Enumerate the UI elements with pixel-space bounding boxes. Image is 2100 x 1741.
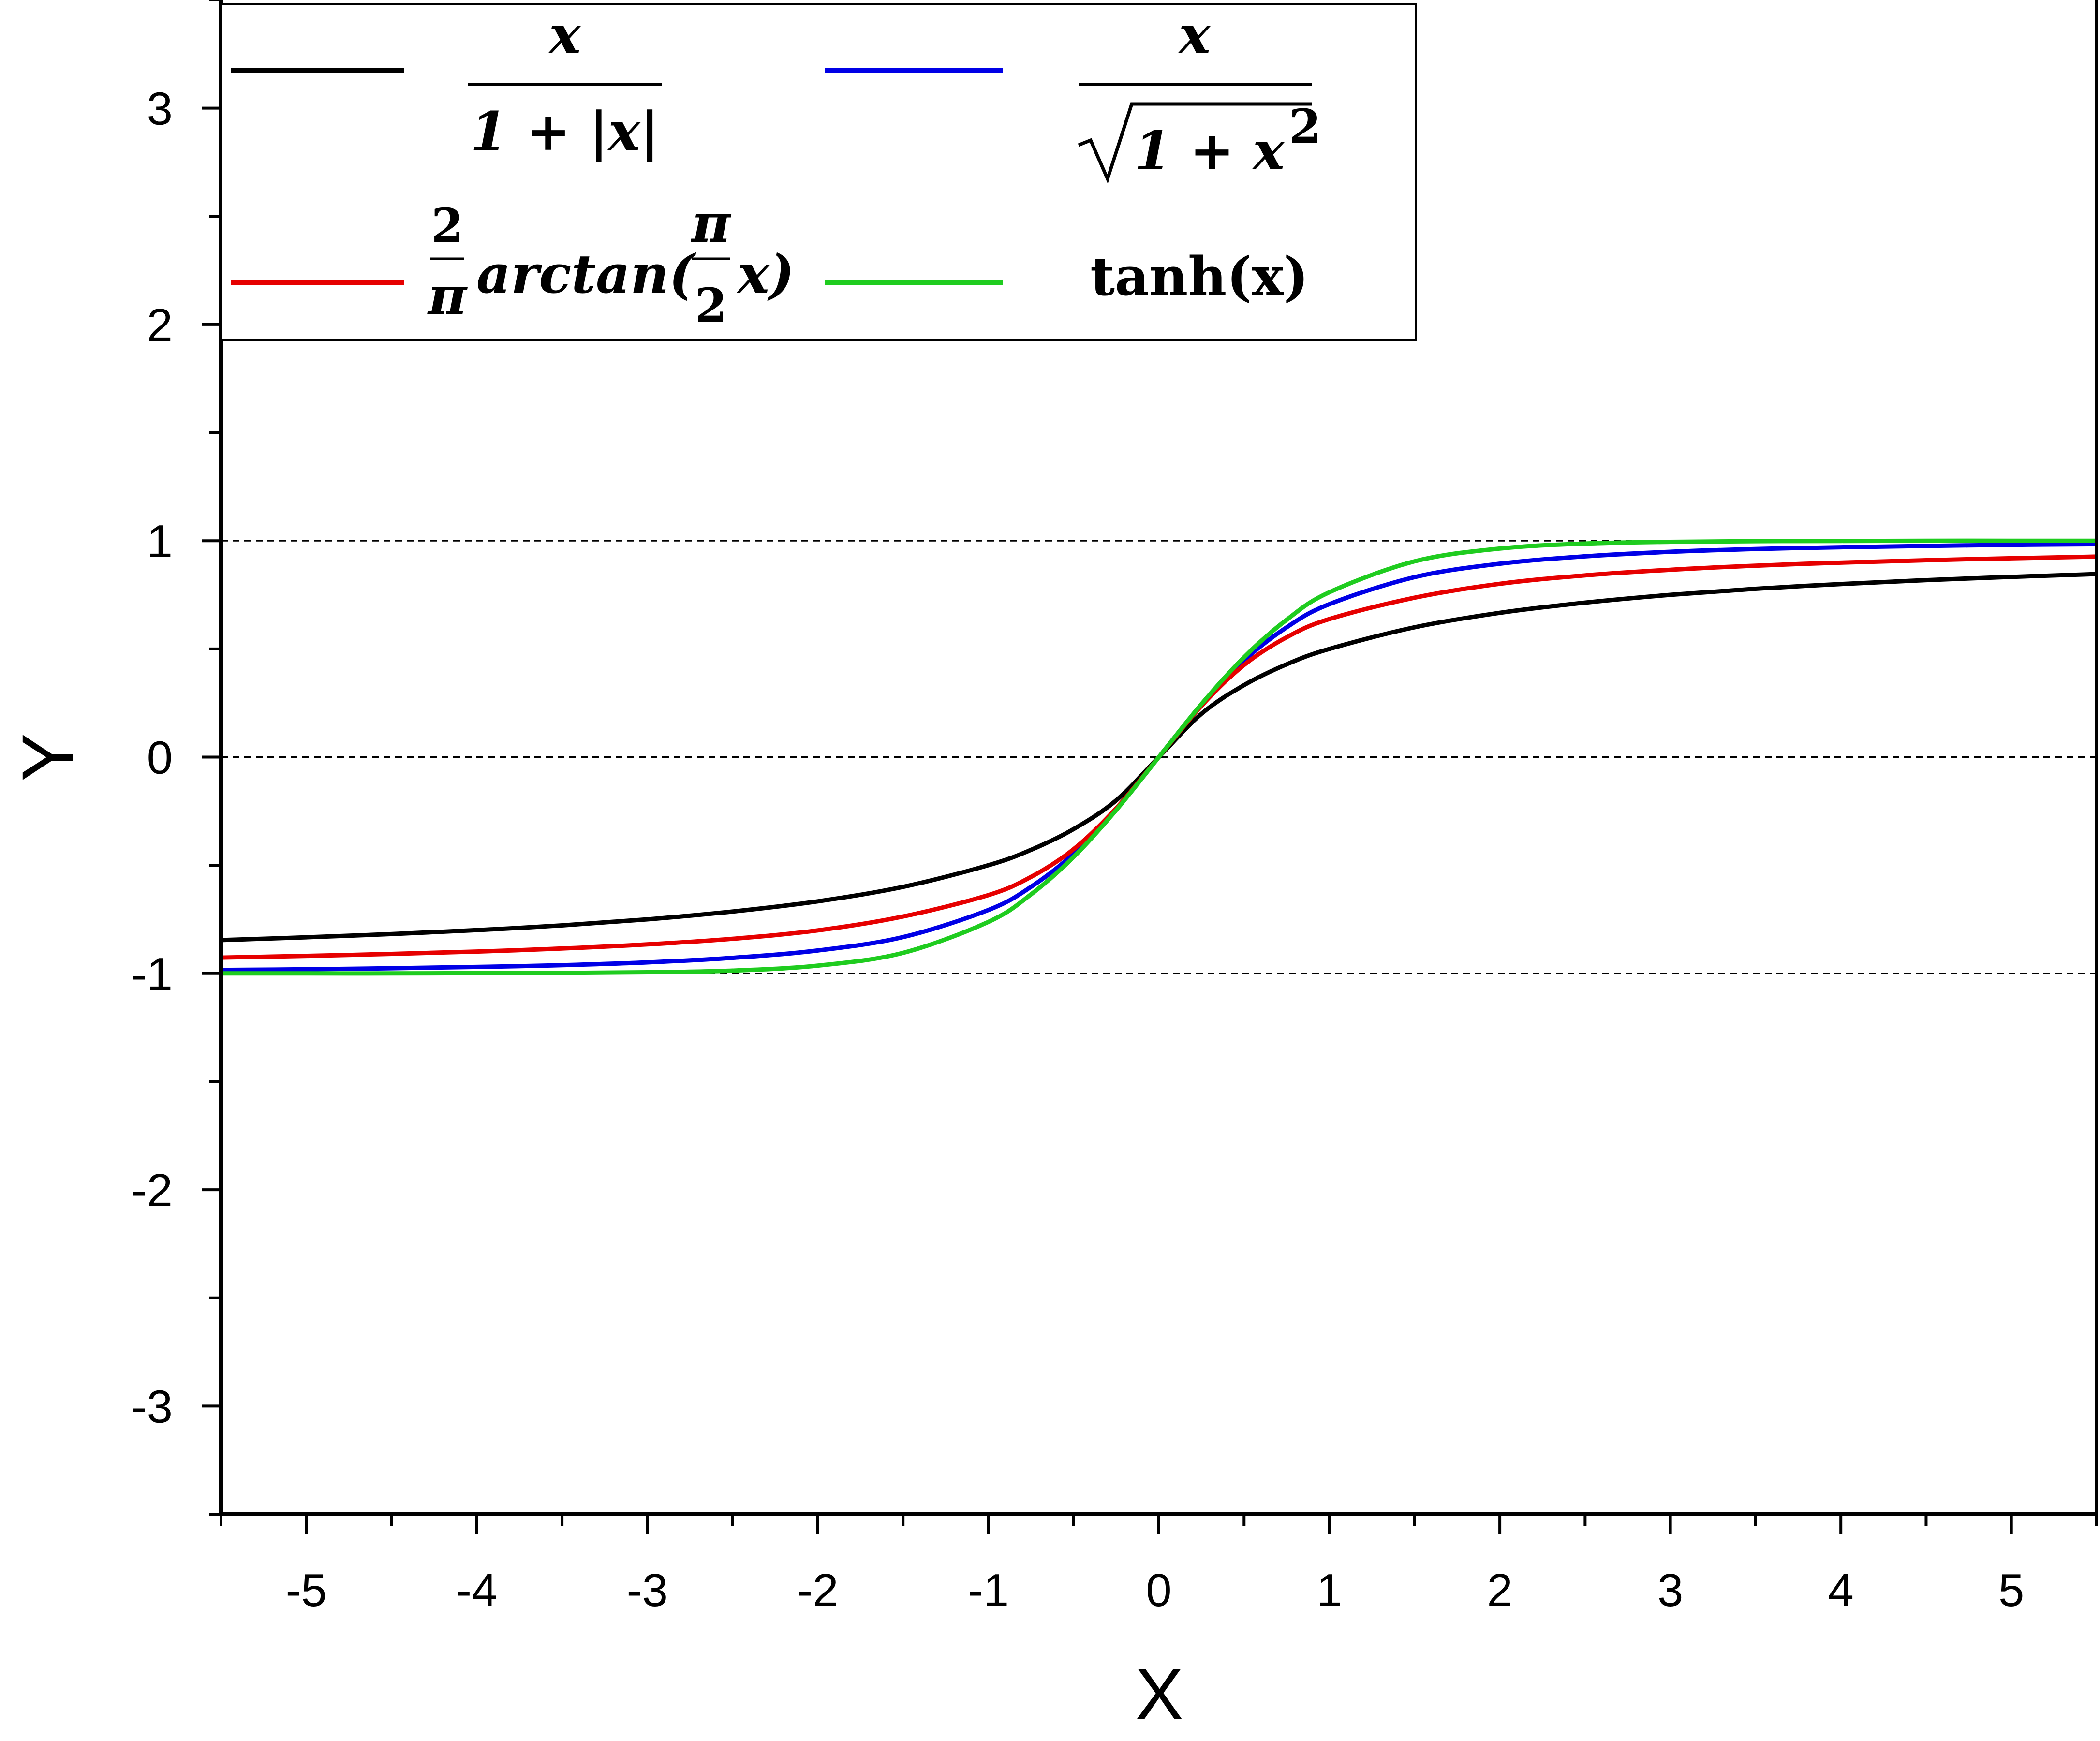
series-lines [221,538,2097,976]
legend-s3-frac1-denominator: π [427,265,468,327]
x-tick-label: -1 [968,1564,1009,1616]
x-tick-label: -2 [797,1564,838,1616]
x-axis-title: X [1135,1653,1183,1735]
legend-s1-numerator: x [548,3,581,66]
legend-s2-sqrt-sign [1078,102,1312,184]
legend-s2-denominator: 1 + x [1134,119,1285,182]
x-tick-label: -3 [627,1564,668,1616]
x-ticks: -5 -4 -3 -2 -1 0 1 2 3 4 5 [220,1514,2098,1616]
y-tick-label: -3 [132,1381,173,1432]
y-tick-label: -1 [132,948,173,1000]
y-tick-label: 0 [147,732,173,784]
x-tick-label: -5 [286,1564,327,1616]
x-tick-label: 1 [1316,1564,1342,1616]
y-tick-label: 2 [147,299,173,351]
legend-s2-superscript: 2 [1289,99,1321,154]
legend-s3-frac2-denominator: 2 [695,278,727,333]
legend-s2-numerator: x [1178,3,1211,66]
legend-s3-frac1-numerator: 2 [431,198,464,253]
legend-box [220,3,1417,341]
y-tick-label: 3 [147,83,173,135]
y-tick-label: 1 [147,516,173,567]
x-tick-label: 4 [1828,1564,1853,1616]
series-line-4 [221,538,2097,976]
legend-s3-mid: arctan( [476,243,696,305]
legend-s1-denominator: 1 + |x| [471,100,660,163]
y-axis-title: Y [7,733,88,782]
legend-s4-label: tanh(x) [1090,245,1309,308]
legend-s3-frac2-numerator: π [691,192,732,254]
x-tick-label: -4 [456,1564,497,1616]
y-ticks: -3 -2 -1 0 1 2 3 [132,0,221,1516]
x-tick-label: 0 [1146,1564,1171,1616]
y-tick-label: -2 [132,1165,173,1216]
x-tick-label: 3 [1657,1564,1683,1616]
legend-s3-tail: x) [737,243,795,305]
x-tick-label: 5 [1998,1564,2024,1616]
x-tick-label: 2 [1487,1564,1512,1616]
legend: x 1 + |x| x 1 + x 2 2 π arctan( π 2 x) t… [220,3,1417,341]
